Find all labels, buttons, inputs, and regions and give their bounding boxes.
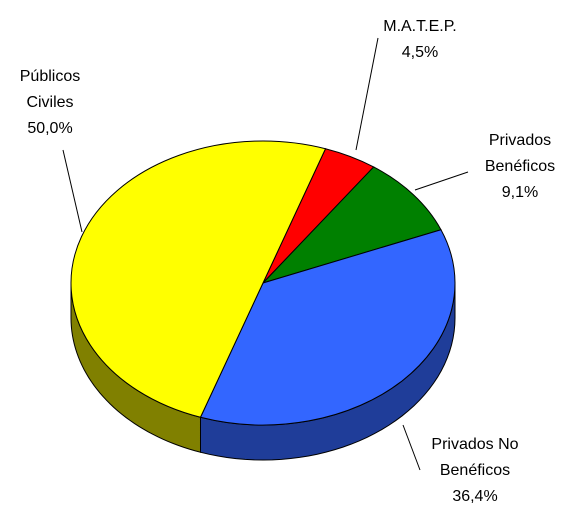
leader-line (402, 424, 421, 471)
slice (199, 229, 456, 426)
leader-line (414, 171, 469, 191)
value-label: 4,5% (401, 44, 439, 61)
slice-label: Privados Benéficos 9,1% (470, 128, 570, 206)
slice-label: Públicos Civiles 50,0% (5, 64, 95, 142)
value-label: 50,0% (27, 120, 73, 137)
category-label: M.A.T.E.P. (383, 18, 457, 35)
slice-label: M.A.T.E.P. 4,5% (365, 14, 475, 66)
slice-label: Privados No Benéficos 36,4% (420, 432, 530, 510)
pie (70, 140, 456, 461)
category-label: Privados No Benéficos (431, 436, 519, 479)
leader-lines (62, 37, 469, 471)
value-label: 9,1% (501, 184, 539, 201)
category-label: Privados Benéficos (484, 132, 556, 175)
value-label: 36,4% (452, 488, 498, 505)
category-label: Públicos Civiles (19, 68, 81, 111)
leader-line (62, 149, 83, 233)
leader-line (355, 37, 379, 151)
slice (70, 140, 327, 418)
slice (261, 166, 442, 285)
